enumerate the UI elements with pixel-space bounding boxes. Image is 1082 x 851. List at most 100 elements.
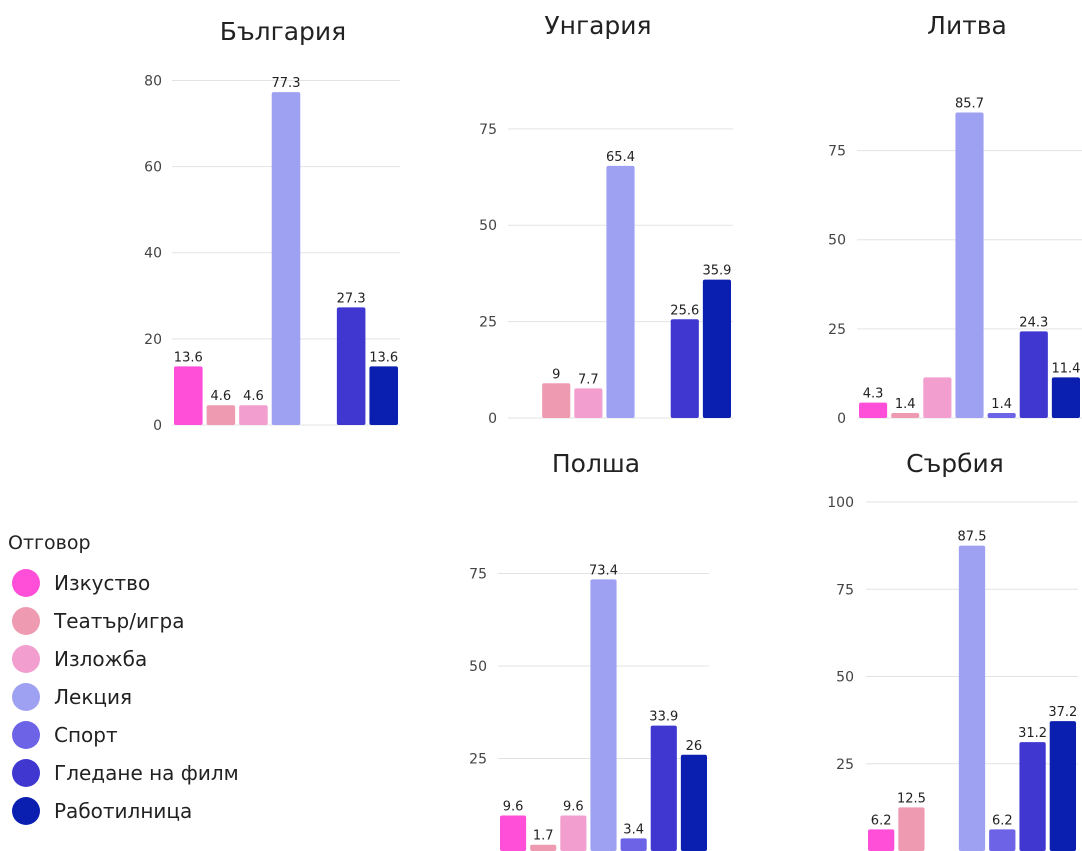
chart-title: Унгария bbox=[544, 11, 651, 40]
chart-title: Сърбия bbox=[906, 449, 1004, 478]
y-tick-label: 25 bbox=[469, 752, 487, 768]
bar bbox=[590, 579, 617, 851]
legend-item: Гледане на филм bbox=[8, 754, 239, 792]
chart-title: България bbox=[220, 17, 346, 46]
bar bbox=[574, 388, 603, 418]
bar bbox=[1019, 331, 1048, 418]
bar bbox=[560, 815, 587, 851]
y-tick-label: 75 bbox=[479, 122, 497, 138]
legend-swatch bbox=[12, 759, 40, 787]
chart-title: Литва bbox=[927, 11, 1007, 40]
bar bbox=[271, 92, 301, 426]
bar bbox=[620, 838, 647, 851]
bar bbox=[1049, 721, 1076, 851]
legend-title: Отговор bbox=[8, 532, 91, 554]
bar bbox=[958, 545, 986, 851]
y-tick-label: 75 bbox=[469, 567, 487, 583]
data-label: 35.9 bbox=[702, 264, 731, 279]
bar bbox=[336, 307, 366, 425]
legend-item: Театър/игра bbox=[8, 602, 239, 640]
y-tick-label: 25 bbox=[836, 757, 854, 773]
data-label: 6.2 bbox=[992, 813, 1013, 828]
bar bbox=[923, 377, 952, 418]
data-label: 13.6 bbox=[174, 350, 203, 365]
y-tick-label: 25 bbox=[479, 315, 497, 331]
y-tick-label: 20 bbox=[144, 332, 162, 348]
bar bbox=[1019, 742, 1046, 851]
y-tick-label: 60 bbox=[144, 160, 162, 176]
legend-item: Изкуство bbox=[8, 564, 239, 602]
data-label: 4.6 bbox=[211, 389, 232, 404]
bar bbox=[530, 844, 557, 851]
y-tick-label: 80 bbox=[144, 73, 162, 89]
y-tick-label: 50 bbox=[828, 233, 846, 249]
bar bbox=[989, 829, 1016, 851]
data-label: 27.3 bbox=[337, 291, 366, 306]
bar bbox=[369, 366, 398, 425]
bar bbox=[174, 366, 203, 425]
data-label: 6.2 bbox=[871, 813, 892, 828]
legend-item: Изложба bbox=[8, 640, 239, 678]
data-label: 26 bbox=[686, 739, 703, 754]
y-tick-label: 100 bbox=[827, 495, 854, 511]
bar bbox=[859, 402, 888, 418]
data-label: 85.7 bbox=[955, 96, 984, 111]
bar bbox=[898, 807, 925, 851]
y-tick-label: 0 bbox=[488, 411, 497, 427]
data-label: 9.6 bbox=[503, 799, 524, 814]
bar bbox=[670, 319, 699, 418]
legend-swatch bbox=[12, 683, 40, 711]
bar bbox=[955, 112, 984, 418]
y-tick-label: 40 bbox=[144, 246, 162, 262]
data-label: 7.7 bbox=[578, 372, 599, 387]
data-label: 65.4 bbox=[606, 150, 635, 165]
y-tick-label: 0 bbox=[153, 418, 162, 434]
legend-swatch bbox=[12, 721, 40, 749]
bar bbox=[500, 815, 527, 851]
legend-swatch bbox=[12, 797, 40, 825]
bar bbox=[606, 165, 635, 418]
data-label: 73.4 bbox=[589, 563, 618, 578]
legend-label: Изложба bbox=[54, 647, 148, 671]
legend-label: Спорт bbox=[54, 723, 118, 747]
legend-label: Гледане на филм bbox=[54, 761, 239, 785]
data-label: 87.5 bbox=[958, 530, 987, 545]
y-tick-label: 0 bbox=[837, 411, 846, 427]
data-label: 4.6 bbox=[243, 389, 264, 404]
bar bbox=[702, 279, 731, 418]
chart-panel: Сърбия 25 50 75 100 6.2 12.5 87.5 6.2 31.237.2 bbox=[827, 449, 1078, 851]
data-label: 1.7 bbox=[533, 829, 554, 844]
bar bbox=[1051, 377, 1080, 418]
data-label: 37.2 bbox=[1048, 705, 1077, 720]
data-label: 1.4 bbox=[895, 397, 916, 412]
data-label: 4.3 bbox=[863, 387, 884, 402]
legend-label: Театър/игра bbox=[54, 609, 185, 633]
y-tick-label: 75 bbox=[828, 144, 846, 160]
chart-panel: Унгария 0 25 50 75 9 7.7 65.4 25.6 35.9 bbox=[479, 11, 733, 427]
bar bbox=[868, 829, 895, 851]
data-label: 12.5 bbox=[897, 791, 926, 806]
y-tick-label: 50 bbox=[479, 218, 497, 234]
y-tick-label: 50 bbox=[836, 670, 854, 686]
data-label: 25.6 bbox=[670, 303, 699, 318]
data-label: 9 bbox=[552, 367, 560, 382]
chart-panel: Полша 25 50 75 9.6 1.7 9.6 73.4 3.4 33.9 26 bbox=[469, 449, 709, 851]
bar bbox=[239, 405, 268, 425]
legend-item: Лекция bbox=[8, 678, 239, 716]
legend-label: Изкуство bbox=[54, 571, 151, 595]
data-label: 24.3 bbox=[1019, 315, 1048, 330]
chart-panel: Литва 0 25 50 75 4.3 1.4 85.7 1.4 24.3 11.4 bbox=[828, 11, 1082, 427]
legend-label: Работилница bbox=[54, 799, 193, 823]
y-tick-label: 50 bbox=[469, 659, 487, 675]
legend-item: Спорт bbox=[8, 716, 239, 754]
data-label: 11.4 bbox=[1051, 361, 1080, 376]
bar bbox=[650, 725, 677, 851]
data-label: 1.4 bbox=[991, 397, 1012, 412]
data-label: 31.2 bbox=[1018, 726, 1047, 741]
y-tick-label: 25 bbox=[828, 322, 846, 338]
data-label: 9.6 bbox=[563, 799, 584, 814]
data-label: 77.3 bbox=[272, 76, 301, 91]
legend-swatch bbox=[12, 645, 40, 673]
data-label: 33.9 bbox=[649, 710, 678, 725]
